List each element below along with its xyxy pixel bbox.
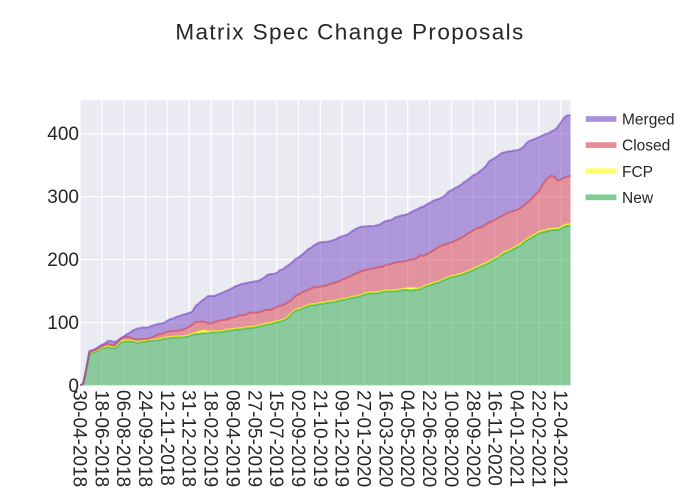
- svg-text:200: 200: [47, 250, 79, 271]
- svg-text:27-01-2020: 27-01-2020: [353, 390, 374, 487]
- svg-text:21-10-2019: 21-10-2019: [309, 390, 330, 487]
- svg-text:09-12-2019: 09-12-2019: [331, 390, 352, 487]
- svg-text:04-05-2020: 04-05-2020: [396, 390, 417, 487]
- svg-text:Closed: Closed: [622, 138, 670, 155]
- svg-text:10-08-2020: 10-08-2020: [440, 390, 461, 487]
- svg-text:16-11-2020: 16-11-2020: [484, 390, 505, 486]
- svg-text:08-04-2019: 08-04-2019: [221, 390, 242, 487]
- svg-text:12-11-2018: 12-11-2018: [156, 390, 177, 486]
- svg-text:30-04-2018: 30-04-2018: [68, 390, 89, 487]
- svg-text:04-01-2021: 04-01-2021: [505, 390, 526, 487]
- svg-text:18-06-2018: 18-06-2018: [90, 390, 111, 487]
- svg-text:16-03-2020: 16-03-2020: [374, 390, 395, 487]
- svg-text:22-06-2020: 22-06-2020: [418, 390, 439, 487]
- svg-text:22-02-2021: 22-02-2021: [527, 390, 548, 487]
- svg-text:0: 0: [68, 376, 79, 397]
- svg-text:02-09-2019: 02-09-2019: [287, 390, 308, 487]
- svg-text:New: New: [622, 190, 654, 207]
- svg-text:300: 300: [47, 187, 79, 208]
- svg-text:12-04-2021: 12-04-2021: [549, 390, 570, 487]
- svg-text:15-07-2019: 15-07-2019: [265, 390, 286, 487]
- svg-text:400: 400: [47, 124, 79, 145]
- svg-text:31-12-2018: 31-12-2018: [178, 390, 199, 487]
- svg-text:27-05-2019: 27-05-2019: [243, 390, 264, 487]
- svg-text:18-02-2019: 18-02-2019: [200, 390, 221, 487]
- svg-text:24-09-2018: 24-09-2018: [134, 390, 155, 487]
- svg-text:Merged: Merged: [622, 112, 675, 129]
- svg-text:FCP: FCP: [622, 164, 653, 181]
- svg-text:100: 100: [47, 313, 79, 334]
- svg-text:06-08-2018: 06-08-2018: [112, 390, 133, 487]
- svg-text:Matrix Spec Change Proposals: Matrix Spec Change Proposals: [175, 20, 524, 45]
- svg-text:28-09-2020: 28-09-2020: [462, 390, 483, 487]
